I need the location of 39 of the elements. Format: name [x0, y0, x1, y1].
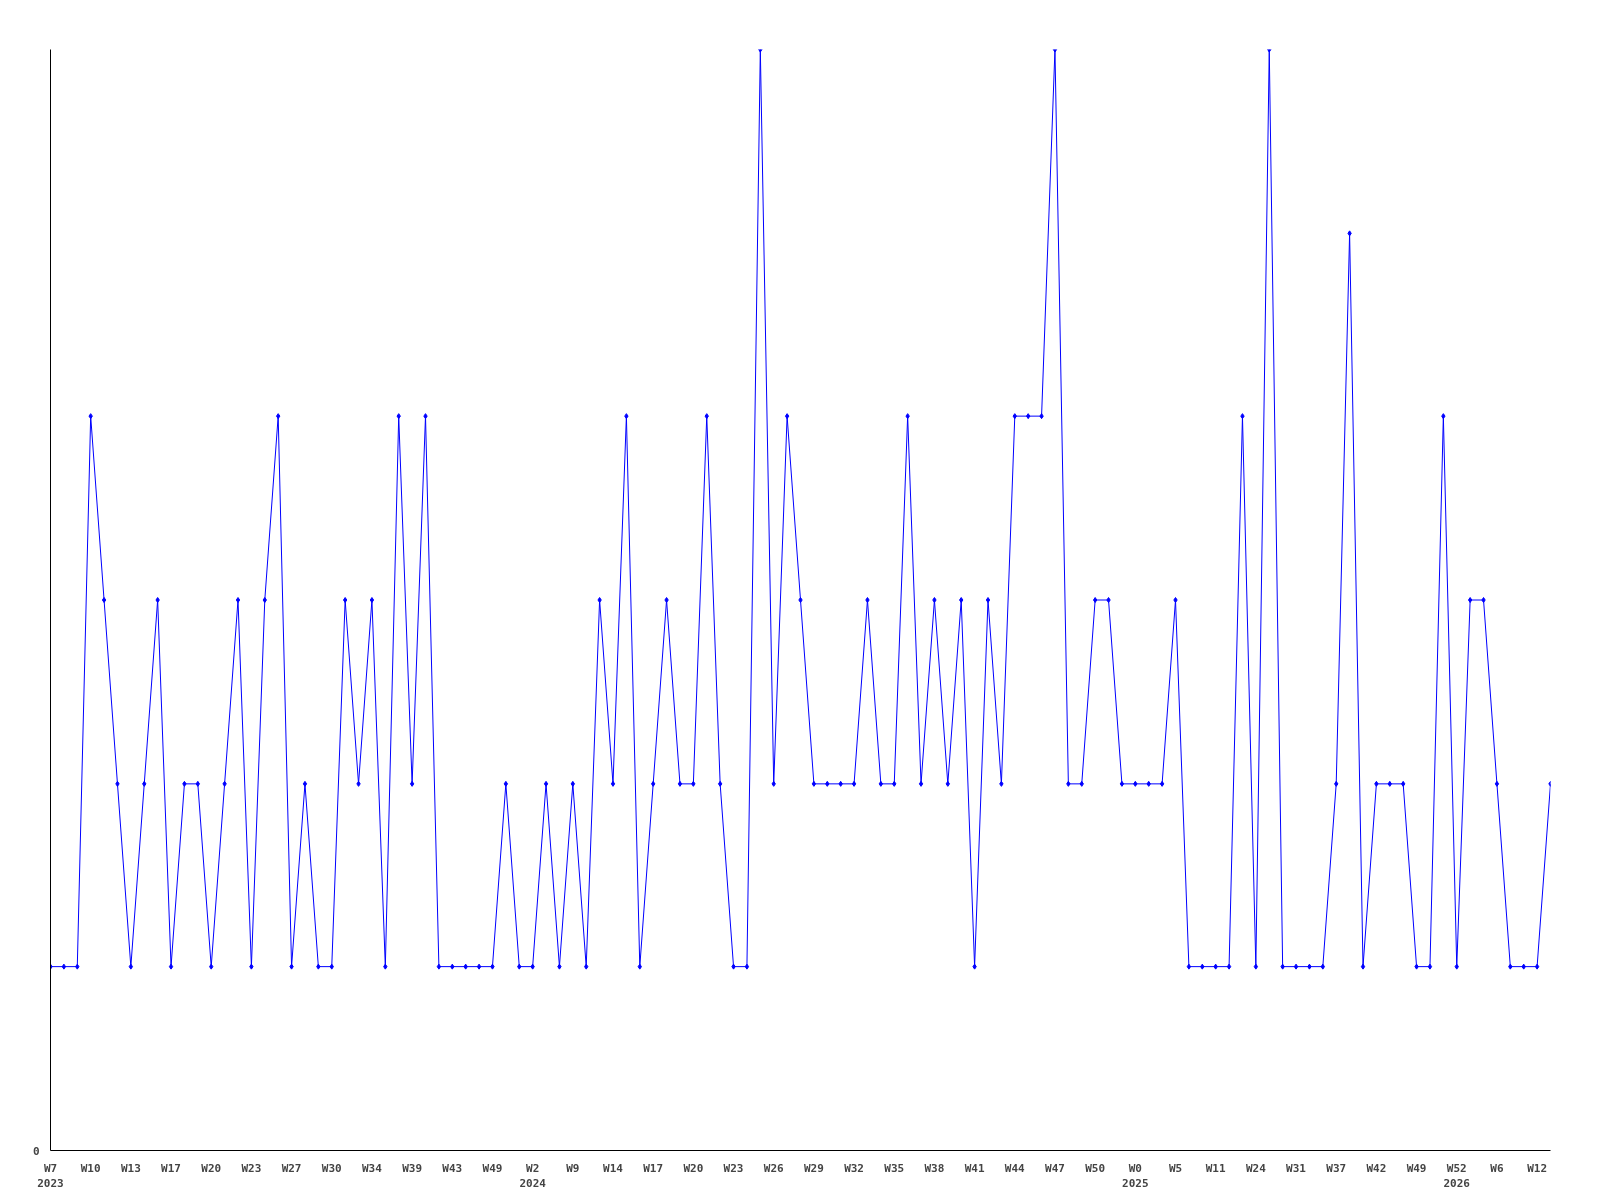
- x-tick-label: W42: [1366, 1161, 1387, 1175]
- x-tick-label: W2 2024: [519, 1161, 547, 1191]
- x-tick-label: W32: [844, 1161, 865, 1175]
- x-tick-label: W47: [1045, 1161, 1065, 1175]
- x-tick-label: W43: [442, 1161, 463, 1175]
- x-tick-label: W35: [884, 1161, 905, 1175]
- x-tick-label: W0 2025: [1122, 1161, 1149, 1191]
- x-tick-label: W29: [803, 1161, 824, 1175]
- x-tick-label: W5: [1168, 1161, 1183, 1175]
- x-tick-label: W6: [1490, 1161, 1504, 1175]
- x-tick-label: W17: [161, 1161, 181, 1175]
- x-tick-label: W39: [402, 1161, 423, 1175]
- x-tick-label: W26: [763, 1161, 785, 1175]
- x-tick-label: W49: [482, 1161, 503, 1175]
- x-tick-label: W30: [321, 1161, 342, 1175]
- x-tick-label: W17: [643, 1161, 664, 1175]
- x-tick-label: W44: [1004, 1161, 1026, 1175]
- x-tick-label: W49: [1406, 1161, 1427, 1175]
- x-tick-label: W50: [1085, 1161, 1106, 1175]
- x-tick-label: W11: [1205, 1161, 1226, 1175]
- x-tick-label: W38: [924, 1161, 945, 1175]
- x-tick-label: W23: [723, 1161, 744, 1175]
- x-tick-label: W12: [1527, 1161, 1548, 1175]
- x-tick-label: W24: [1245, 1161, 1267, 1175]
- x-tick-label: W7 2023: [37, 1161, 64, 1191]
- x-tick-label: W52 2026: [1443, 1161, 1471, 1191]
- x-tick-label: W20: [683, 1161, 704, 1175]
- x-tick-label: W10: [80, 1161, 101, 1175]
- x-tick-label: W37: [1326, 1161, 1347, 1175]
- x-tick-label: W14: [603, 1161, 624, 1175]
- x-tick-label: W31: [1286, 1161, 1307, 1175]
- x-tick-label: W13: [120, 1161, 141, 1175]
- x-tick-label: W9: [566, 1161, 580, 1175]
- x-tick-label: W20: [201, 1161, 222, 1175]
- x-tick-label: W41: [964, 1161, 985, 1175]
- text: 0: [32, 1144, 40, 1158]
- x-tick-label: W34: [361, 1161, 383, 1175]
- x-tick-label: W23: [241, 1161, 262, 1175]
- x-tick-label: W27: [281, 1161, 302, 1175]
